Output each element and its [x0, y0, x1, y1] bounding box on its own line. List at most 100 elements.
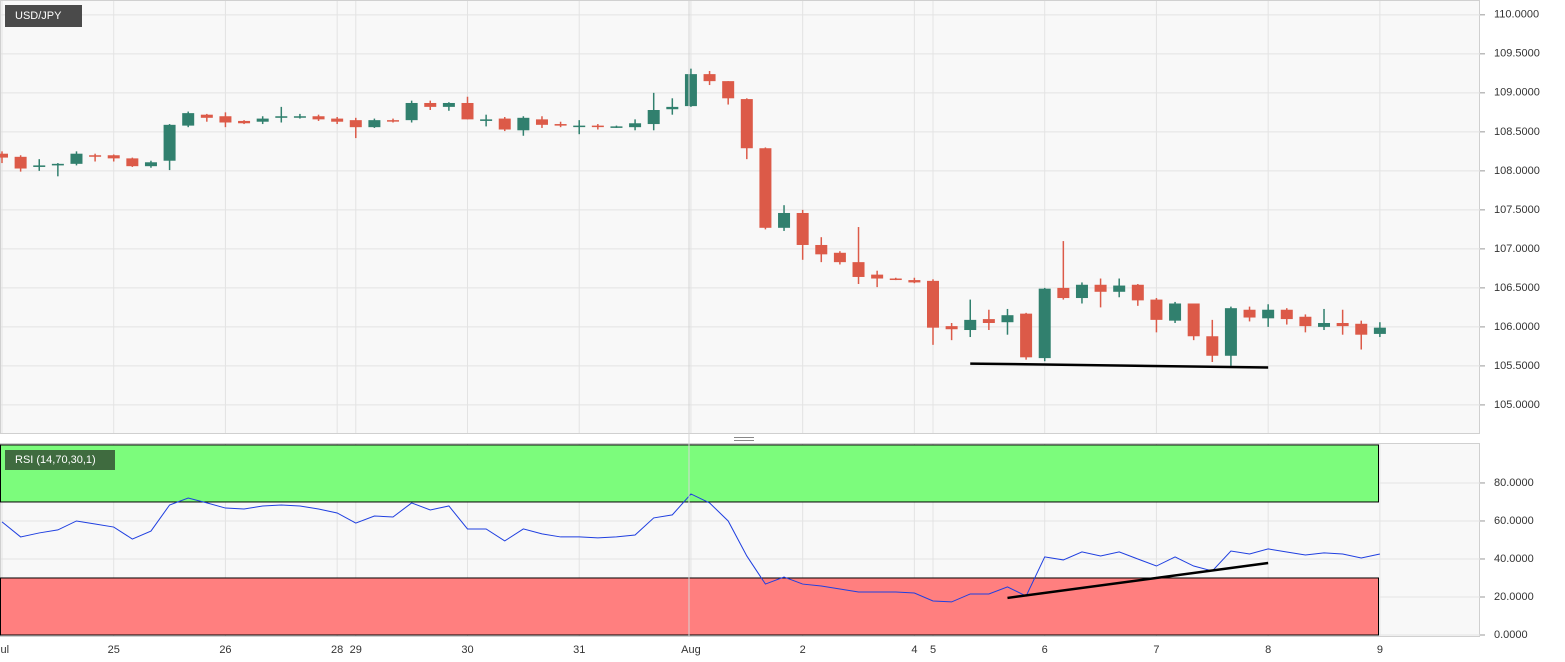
x-tick-label: 30: [461, 644, 473, 656]
candle-body: [908, 280, 921, 283]
x-tick-label: 8: [1265, 644, 1271, 656]
x-tick-label: 4: [911, 644, 917, 656]
candle-body: [1280, 309, 1293, 320]
rsi-line: [1, 493, 1380, 603]
candle-body: [1373, 327, 1386, 334]
y-tick-label: 108.0000: [1494, 165, 1540, 177]
splitter[interactable]: [734, 437, 754, 438]
y-tick-label: 40.0000: [1494, 553, 1534, 565]
candle-body: [982, 319, 995, 323]
candle-body: [14, 156, 27, 169]
candle-body: [1169, 303, 1182, 321]
candle-body: [1206, 336, 1219, 356]
candle-body: [684, 74, 697, 107]
candle-body: [1057, 287, 1070, 299]
trendline: [1007, 561, 1269, 600]
candle-body: [461, 102, 474, 120]
candle-body: [331, 118, 344, 122]
candle-body: [107, 155, 120, 159]
candle-body: [1355, 323, 1368, 335]
x-tick-label: 28: [331, 644, 343, 656]
x-tick-label: 2: [800, 644, 806, 656]
candle-body: [591, 125, 604, 128]
x-tick-label: 5: [930, 644, 936, 656]
candle-body: [163, 124, 176, 161]
candle-body: [1243, 309, 1256, 318]
candle-body: [1113, 285, 1126, 292]
candle-body: [815, 244, 828, 255]
candle-body: [89, 155, 102, 157]
candle-body: [871, 274, 884, 279]
candle-body: [573, 125, 586, 128]
candle-body: [554, 124, 567, 126]
candle-body: [126, 158, 139, 167]
plot-layer: Jul 25 26 28 29 30 31 Aug 2 4 5 6 7 8 9 105.0000 105.500…: [0, 1, 1540, 656]
candle-body: [517, 117, 530, 131]
trendline: [970, 362, 1269, 369]
x-tick-label: Aug: [681, 644, 701, 656]
candle-body: [722, 81, 735, 99]
candle-body: [387, 120, 400, 122]
candle-body: [703, 74, 716, 82]
candle-body: [796, 212, 809, 245]
x-tick-label: 9: [1377, 644, 1383, 656]
candle-body: [778, 212, 791, 228]
y-tick-label: 106.0000: [1494, 321, 1540, 333]
rsi-title-box: [5, 450, 115, 470]
candle-body: [424, 102, 437, 107]
y-tick-label: 105.0000: [1494, 399, 1540, 411]
y-tick-label: 20.0000: [1494, 591, 1534, 603]
y-tick-label: 108.5000: [1494, 126, 1540, 138]
splitter[interactable]: [734, 440, 754, 441]
candle-body: [182, 113, 195, 126]
candle-body: [1262, 309, 1275, 319]
candle-body: [1187, 303, 1200, 337]
y-tick-label: 109.0000: [1494, 87, 1540, 99]
y-tick-label: 80.0000: [1494, 477, 1534, 489]
price-panel: [0, 0, 1480, 434]
candle-body: [927, 280, 939, 328]
candle-body: [1001, 315, 1014, 323]
candle-body: [647, 110, 660, 125]
y-tick-label: 106.5000: [1494, 282, 1540, 294]
y-tick-label: 107.5000: [1494, 204, 1540, 216]
candle-body: [312, 116, 325, 120]
x-tick-label: 31: [573, 644, 585, 656]
x-tick-label: Jul: [0, 644, 9, 656]
candle-body: [275, 116, 288, 118]
y-tick-label: 109.5000: [1494, 48, 1540, 60]
candle-body: [256, 118, 269, 122]
candle-body: [238, 120, 251, 124]
candle-body: [1299, 316, 1312, 327]
candle-body: [1318, 322, 1331, 327]
candle-body: [144, 162, 157, 167]
title-box: [5, 5, 82, 27]
y-tick-label: 107.0000: [1494, 243, 1540, 255]
candle-body: [1224, 308, 1237, 356]
candle-body: [0, 153, 8, 158]
candle-body: [51, 163, 64, 166]
y-tick-label: 0.0000: [1494, 629, 1528, 641]
candle-body: [1150, 299, 1163, 320]
candle-body: [535, 119, 548, 125]
candle-body: [964, 319, 977, 331]
x-tick-label: 29: [350, 644, 362, 656]
y-tick-label: 110.0000: [1494, 9, 1539, 21]
candle-body: [889, 278, 902, 281]
candle-body: [1020, 313, 1033, 358]
x-tick-label: 26: [219, 644, 231, 656]
candle-body: [945, 326, 958, 330]
candle-body: [219, 116, 232, 123]
candle-body: [293, 116, 306, 118]
candle-body: [1075, 284, 1088, 299]
candle-body: [1038, 288, 1051, 359]
candle-body: [833, 252, 846, 263]
candle-body: [33, 165, 46, 167]
candle-body: [852, 262, 865, 277]
candle-body: [70, 153, 83, 164]
candle-body: [666, 106, 679, 110]
rsi-title: RSI (14,70,30,1): [15, 454, 96, 466]
candle-body: [740, 99, 753, 149]
candle-body: [498, 118, 511, 130]
